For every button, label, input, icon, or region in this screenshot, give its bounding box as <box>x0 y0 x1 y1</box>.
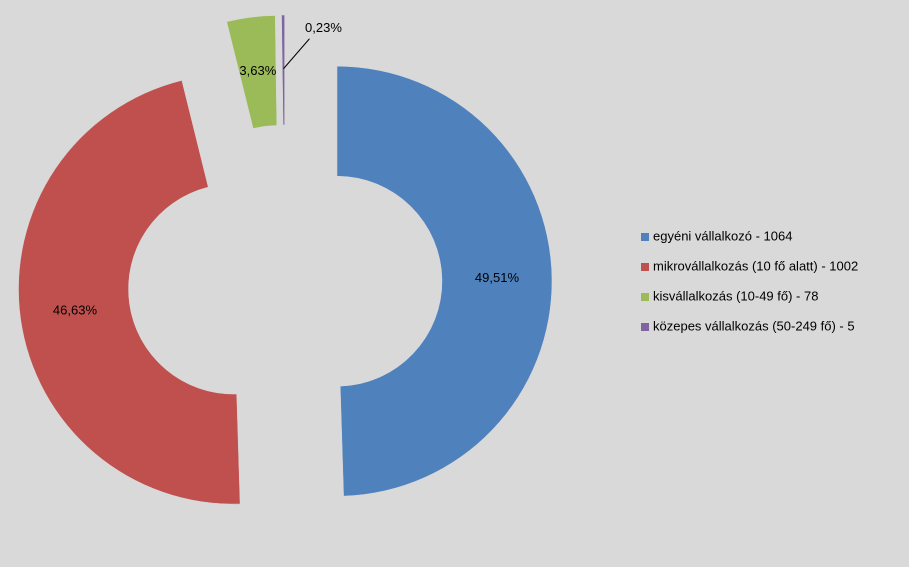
legend-swatch <box>641 263 649 271</box>
donut-slice <box>18 80 241 505</box>
data-label: 3,63% <box>239 63 276 78</box>
donut-slice <box>336 65 553 497</box>
legend-swatch <box>641 233 649 241</box>
legend-label: mikrovállalkozás (10 fő alatt) - 1002 <box>653 258 858 273</box>
legend-label: kisvállalkozás (10-49 fő) - 78 <box>653 288 818 303</box>
legend-label: egyéni vállalkozó - 1064 <box>653 228 792 243</box>
leader-line <box>283 38 310 70</box>
data-label: 49,51% <box>475 270 520 285</box>
legend-swatch <box>641 293 649 301</box>
donut-slice <box>226 15 278 129</box>
data-label: 46,63% <box>53 302 98 317</box>
donut-slice <box>281 14 285 126</box>
data-label: 0,23% <box>305 20 342 35</box>
legend-label: közepes vállalkozás (50-249 fő) - 5 <box>653 318 855 333</box>
legend-swatch <box>641 323 649 331</box>
